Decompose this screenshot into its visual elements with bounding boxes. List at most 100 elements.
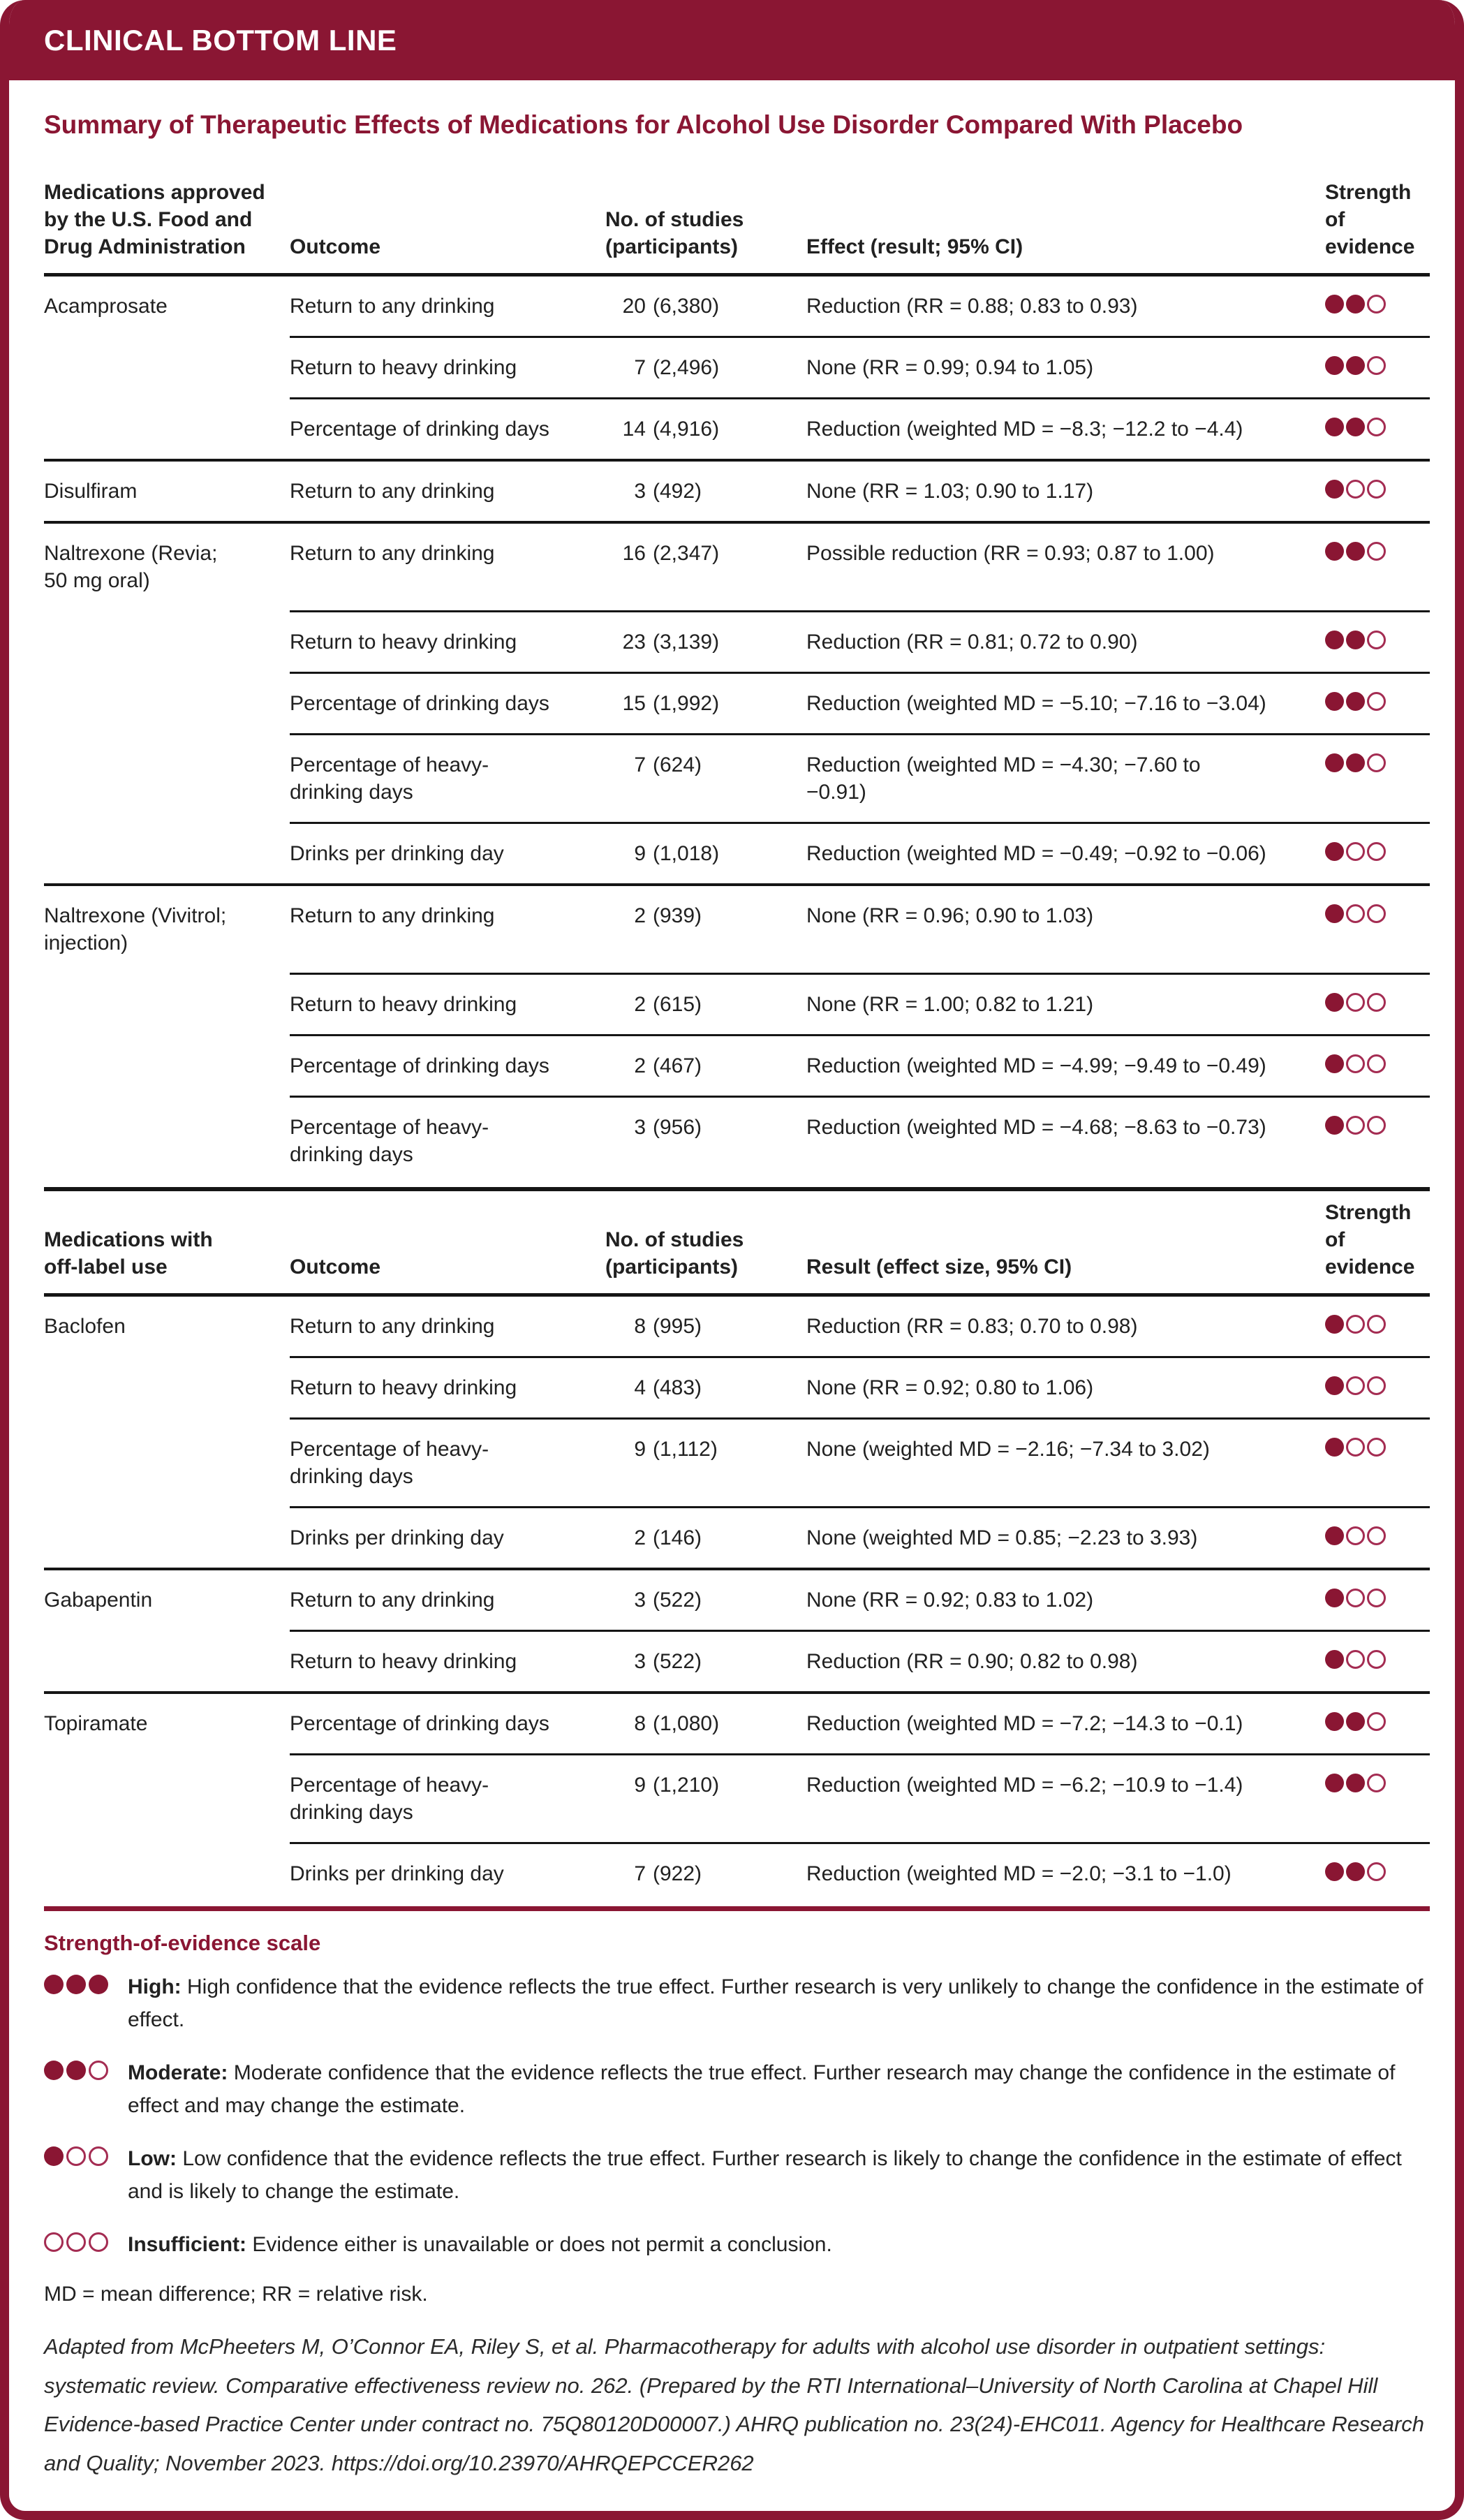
legend-text: High: High confidence that the evidence … bbox=[128, 1975, 1424, 2031]
evidence-dots bbox=[1325, 1114, 1430, 1135]
cell-effect: Reduction (weighted MD = −8.3; −12.2 to … bbox=[806, 418, 1243, 441]
legend-heading: Strength-of-evidence scale bbox=[44, 1931, 321, 1956]
legend-item: Insufficient: Evidence either is unavail… bbox=[44, 2229, 1430, 2262]
evidence-dots bbox=[1325, 478, 1430, 499]
table-row: Acamprosate Return to any drinking 20 (6… bbox=[44, 277, 1430, 336]
evidence-dots bbox=[1325, 751, 1430, 773]
evidence-dot-empty-icon bbox=[1346, 1116, 1365, 1135]
studies-participants: (146) bbox=[653, 1526, 702, 1550]
evidence-dot-empty-icon bbox=[89, 2061, 108, 2081]
table-row: Percentage of heavy- drinking days 9 (1,… bbox=[44, 1755, 1430, 1842]
table-row: Disulfiram Return to any drinking 3 (492… bbox=[44, 462, 1430, 521]
header-cell-outcome: Outcome bbox=[290, 1255, 381, 1279]
cell-studies: 7 (624) bbox=[605, 751, 806, 779]
cell-outcome: Return to heavy drinking bbox=[290, 1650, 517, 1674]
evidence-dot-empty-icon bbox=[1367, 542, 1386, 561]
evidence-dot-empty-icon bbox=[1346, 904, 1365, 924]
row-separator bbox=[290, 973, 1430, 975]
evidence-dot-empty-icon bbox=[1346, 842, 1365, 862]
table-bottom-rule bbox=[44, 1906, 1430, 1912]
cell-effect: Reduction (weighted MD = −5.10; −7.16 to… bbox=[806, 692, 1266, 716]
cell-effect: Reduction (weighted MD = −4.68; −8.63 to… bbox=[806, 1116, 1266, 1140]
cell-outcome: Return to heavy drinking bbox=[290, 356, 517, 380]
cell-studies: 2 (146) bbox=[605, 1524, 806, 1552]
evidence-dots bbox=[1325, 1586, 1430, 1608]
table-row: Drinks per drinking day 9 (1,018) Reduct… bbox=[44, 824, 1430, 883]
cell-outcome: Return to any drinking bbox=[290, 542, 495, 566]
evidence-dot-empty-icon bbox=[66, 2232, 86, 2253]
evidence-dot-empty-icon bbox=[89, 2232, 108, 2253]
row-separator bbox=[290, 1096, 1430, 1098]
row-separator bbox=[290, 1753, 1430, 1756]
table-section: Medications approved by the U.S. Food an… bbox=[44, 171, 1430, 1184]
cell-studies: 14 (4,916) bbox=[605, 415, 806, 443]
cell-medication: Naltrexone (Revia; 50 mg oral) bbox=[44, 542, 218, 593]
header-banner: CLINICAL BOTTOM LINE bbox=[9, 0, 1455, 80]
header-cell-effect: Result (effect size, 95% CI) bbox=[806, 1255, 1072, 1279]
evidence-dot-empty-icon bbox=[1346, 480, 1365, 499]
cell-outcome: Return to any drinking bbox=[290, 904, 495, 928]
evidence-dot-filled-icon bbox=[1325, 993, 1344, 1012]
evidence-dot-empty-icon bbox=[66, 2146, 86, 2167]
cell-outcome: Percentage of drinking days bbox=[290, 418, 549, 441]
row-separator bbox=[290, 1842, 1430, 1845]
cell-studies: 9 (1,112) bbox=[605, 1436, 806, 1463]
legend-item: Moderate: Moderate confidence that the e… bbox=[44, 2057, 1430, 2122]
studies-count: 3 bbox=[634, 480, 646, 503]
evidence-dot-filled-icon bbox=[1325, 356, 1344, 376]
cell-studies: 7 (2,496) bbox=[605, 354, 806, 381]
row-separator bbox=[290, 1506, 1430, 1509]
evidence-dot-empty-icon bbox=[1346, 1526, 1365, 1546]
header-cell-medication: Medications approved by the U.S. Food an… bbox=[44, 181, 265, 259]
evidence-dot-filled-icon bbox=[89, 1975, 108, 1995]
studies-count: 9 bbox=[634, 842, 646, 866]
table-row: Percentage of heavy- drinking days 7 (62… bbox=[44, 735, 1430, 822]
cell-outcome: Return to any drinking bbox=[290, 295, 495, 318]
legend-dots bbox=[44, 1971, 128, 2036]
evidence-dot-empty-icon bbox=[1367, 1526, 1386, 1546]
table-row: Return to heavy drinking 7 (2,496) None … bbox=[44, 338, 1430, 397]
evidence-dot-filled-icon bbox=[1325, 1054, 1344, 1074]
evidence-dot-empty-icon bbox=[1367, 356, 1386, 376]
studies-participants: (995) bbox=[653, 1315, 702, 1339]
row-separator bbox=[290, 1417, 1430, 1420]
citation: Adapted from McPheeters M, O’Connor EA, … bbox=[44, 2334, 1425, 2476]
section-body: Acamprosate Return to any drinking 20 (6… bbox=[44, 277, 1430, 1184]
cell-studies: 3 (492) bbox=[605, 478, 806, 505]
row-separator bbox=[290, 610, 1430, 613]
table-row: Percentage of drinking days 15 (1,992) R… bbox=[44, 674, 1430, 733]
cell-studies: 3 (956) bbox=[605, 1114, 806, 1141]
evidence-dot-filled-icon bbox=[1325, 1315, 1344, 1334]
cell-outcome: Percentage of heavy- drinking days bbox=[290, 1116, 489, 1167]
cell-studies: 3 (522) bbox=[605, 1586, 806, 1614]
cell-medication: Acamprosate bbox=[44, 295, 168, 318]
evidence-dot-empty-icon bbox=[1367, 1712, 1386, 1732]
evidence-dots bbox=[1325, 1771, 1430, 1793]
cell-outcome: Return to any drinking bbox=[290, 1589, 495, 1612]
table-header-row: Medications approved by the U.S. Food an… bbox=[44, 171, 1430, 277]
evidence-dot-filled-icon bbox=[1346, 1774, 1365, 1793]
studies-count: 4 bbox=[634, 1376, 646, 1400]
evidence-dot-filled-icon bbox=[1325, 1862, 1344, 1882]
evidence-dot-filled-icon bbox=[1325, 842, 1344, 862]
cell-medication: Topiramate bbox=[44, 1712, 148, 1736]
studies-participants: (624) bbox=[653, 753, 702, 777]
evidence-dot-empty-icon bbox=[1346, 1376, 1365, 1396]
cell-studies: 20 (6,380) bbox=[605, 293, 806, 320]
strength-of-evidence-legend: High: High confidence that the evidence … bbox=[44, 1971, 1430, 2262]
table-row: Naltrexone (Vivitrol; injection) Return … bbox=[44, 886, 1430, 973]
evidence-dot-empty-icon bbox=[1367, 295, 1386, 314]
studies-count: 14 bbox=[622, 418, 646, 441]
cell-studies: 16 (2,347) bbox=[605, 540, 806, 567]
studies-participants: (1,112) bbox=[653, 1438, 718, 1461]
studies-count: 2 bbox=[634, 1526, 646, 1550]
evidence-dots bbox=[1325, 840, 1430, 862]
evidence-dot-filled-icon bbox=[1325, 542, 1344, 561]
studies-count: 3 bbox=[634, 1589, 646, 1612]
evidence-dot-empty-icon bbox=[1367, 1774, 1386, 1793]
cell-outcome: Return to heavy drinking bbox=[290, 993, 517, 1017]
evidence-dots bbox=[1325, 690, 1430, 712]
evidence-dot-empty-icon bbox=[89, 2146, 108, 2167]
cell-studies: 3 (522) bbox=[605, 1648, 806, 1675]
studies-count: 2 bbox=[634, 993, 646, 1017]
